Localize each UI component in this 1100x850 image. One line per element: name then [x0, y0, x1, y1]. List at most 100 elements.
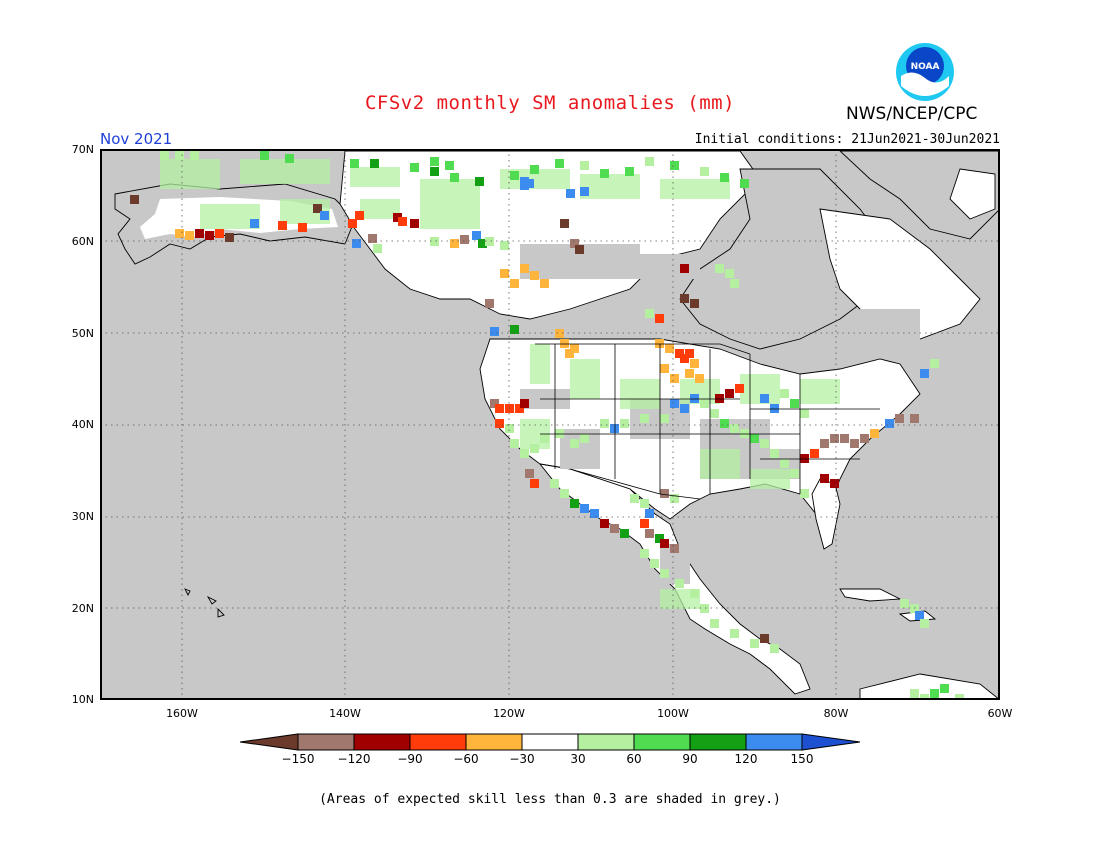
- anomaly-cell: [515, 404, 524, 413]
- anomaly-cell: [485, 299, 494, 308]
- anomaly-cell: [680, 264, 689, 273]
- anomaly-cell: [750, 434, 759, 443]
- colorbar-swatch: [465, 733, 523, 751]
- anomaly-cell: [690, 359, 699, 368]
- anomaly-cell: [760, 634, 769, 643]
- colorbar-swatch: [521, 733, 579, 751]
- lon-label-160w: 160W: [166, 707, 198, 720]
- colorbar-label: −120: [337, 752, 371, 766]
- graticule: [100, 149, 1000, 700]
- anomaly-cell: [920, 619, 929, 628]
- anomaly-cell: [685, 369, 694, 378]
- anomaly-cell: [660, 489, 669, 498]
- anomaly-cell: [175, 229, 184, 238]
- anomaly-cell: [285, 154, 294, 163]
- anomaly-cell: [730, 424, 739, 433]
- anomaly-cell: [800, 454, 809, 463]
- anomaly-cell: [560, 339, 569, 348]
- anomaly-cell: [730, 629, 739, 638]
- anomaly-cell: [620, 419, 629, 428]
- anomaly-cell: [530, 444, 539, 453]
- lon-label-100w: 100W: [657, 707, 689, 720]
- anomaly-cell: [566, 189, 575, 198]
- anomaly-cell: [160, 151, 169, 160]
- anomaly-cell: [885, 419, 894, 428]
- colorbar-label: 90: [682, 752, 698, 766]
- anomaly-cell: [580, 504, 589, 513]
- colorbar-label: −150: [281, 752, 315, 766]
- anomaly-cell: [645, 309, 654, 318]
- anomaly-cell: [780, 459, 789, 468]
- anomaly-cell: [770, 449, 779, 458]
- anomaly-cell: [570, 439, 579, 448]
- colorbar-label: −60: [453, 752, 479, 766]
- anomaly-cell: [665, 344, 674, 353]
- lat-label-30n: 30N: [71, 510, 94, 523]
- agency-label: NWS/NCEP/CPC: [846, 104, 978, 124]
- anomaly-cell: [830, 479, 839, 488]
- anomaly-cell: [620, 529, 629, 538]
- colorbar-swatch: [745, 733, 803, 751]
- anomaly-cell: [460, 235, 469, 244]
- anomaly-cell: [700, 167, 709, 176]
- anomaly-cell: [370, 159, 379, 168]
- map-canvas: [100, 149, 1000, 700]
- anomaly-cell: [185, 231, 194, 240]
- anomaly-patch: [660, 179, 730, 199]
- colorbar-label: 150: [790, 752, 814, 766]
- anomaly-cell: [215, 229, 224, 238]
- anomaly-cell: [695, 374, 704, 383]
- anomaly-cell: [715, 264, 724, 273]
- anomaly-patch: [240, 159, 330, 184]
- anomaly-cell: [750, 639, 759, 648]
- initial-conditions: Initial conditions: 21Jun2021-30Jun2021: [694, 132, 1000, 147]
- anomaly-cell: [570, 239, 579, 248]
- colorbar-swatch: [353, 733, 411, 751]
- lat-label-10n: 10N: [71, 693, 94, 706]
- anomaly-cell: [450, 173, 459, 182]
- political-borders: [535, 343, 880, 500]
- anomaly-cell: [610, 524, 619, 533]
- anomaly-cell: [580, 187, 589, 196]
- anomaly-cell: [600, 419, 609, 428]
- anomaly-cell: [660, 364, 669, 373]
- anomaly-cell: [660, 539, 669, 548]
- anomaly-cell: [350, 159, 359, 168]
- anomaly-cell: [555, 329, 564, 338]
- lon-label-120w: 120W: [493, 707, 525, 720]
- anomaly-cell: [478, 239, 487, 248]
- anomaly-cell: [560, 489, 569, 498]
- map-title: CFSv2 monthly SM anomalies (mm): [364, 92, 736, 114]
- anomaly-cell: [610, 424, 619, 433]
- anomaly-patch: [160, 159, 220, 189]
- anomaly-cell: [530, 271, 539, 280]
- colorbar-label: 30: [570, 752, 586, 766]
- colorbar-swatch: [633, 733, 691, 751]
- anomaly-cell: [190, 151, 199, 160]
- anomaly-cell: [368, 234, 377, 243]
- anomaly-cell: [790, 399, 799, 408]
- anomaly-cell: [550, 479, 559, 488]
- anomaly-cell: [690, 589, 699, 598]
- anomaly-cell: [800, 489, 809, 498]
- colorbar-arrow-high: [801, 733, 861, 751]
- anomaly-cell: [205, 231, 214, 240]
- anomaly-cell: [640, 519, 649, 528]
- anomaly-cell: [570, 499, 579, 508]
- colorbar-swatch: [409, 733, 467, 751]
- anomaly-cell: [485, 237, 494, 246]
- anomaly-cell: [725, 269, 734, 278]
- anomaly-cell: [800, 409, 809, 418]
- anomaly-cell: [830, 434, 839, 443]
- anomaly-patch: [350, 167, 400, 187]
- anomaly-cell: [690, 299, 699, 308]
- anomaly-cell: [690, 394, 699, 403]
- anomaly-cell: [640, 414, 649, 423]
- colorbar-swatch: [577, 733, 635, 751]
- anomaly-cell: [760, 394, 769, 403]
- anomaly-cell: [520, 181, 529, 190]
- anomaly-cell: [570, 344, 579, 353]
- anomaly-cell: [710, 619, 719, 628]
- anomaly-cell: [915, 611, 924, 620]
- anomaly-cell: [555, 429, 564, 438]
